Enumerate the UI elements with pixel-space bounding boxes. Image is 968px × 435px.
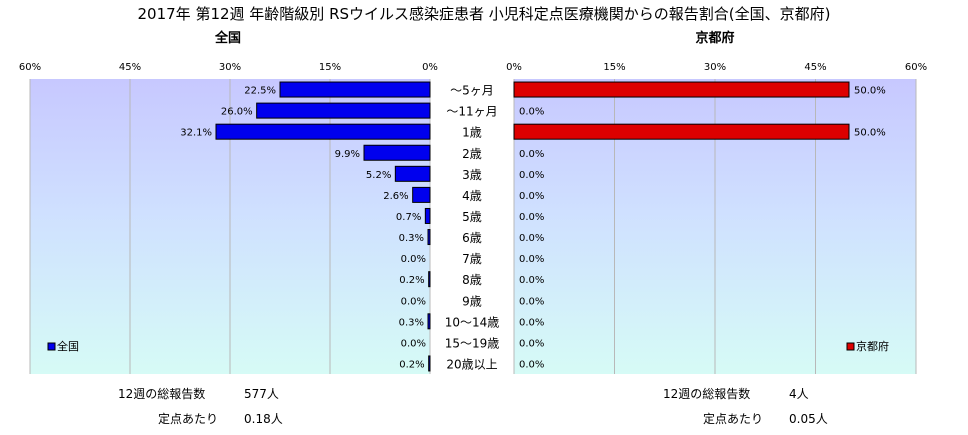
kyoto-data-label: 0.0% xyxy=(519,296,544,307)
kyoto-tick-label: 30% xyxy=(704,62,726,73)
national-data-label: 0.0% xyxy=(401,338,426,349)
national-tick-label: 60% xyxy=(19,62,41,73)
kyoto-data-label: 0.0% xyxy=(519,212,544,223)
category-label: 1歳 xyxy=(462,126,482,140)
national-data-label: 0.3% xyxy=(399,233,424,244)
national-subtitle: 全国 xyxy=(214,30,241,46)
category-label: 4歳 xyxy=(462,189,482,203)
kyoto-legend-swatch xyxy=(846,342,855,351)
national-data-label: 0.2% xyxy=(399,275,424,286)
national-bar xyxy=(215,123,431,140)
category-label: 20歳以上 xyxy=(446,357,497,371)
national-bar xyxy=(427,229,431,246)
national-bar xyxy=(428,355,431,372)
national-tick-label: 15% xyxy=(319,62,341,73)
national-data-label: 0.7% xyxy=(396,212,421,223)
kyoto-data-label: 0.0% xyxy=(519,149,544,160)
category-label: 2歳 xyxy=(462,147,482,161)
national-total-label: 12週の総報告数 xyxy=(118,387,206,401)
kyoto-data-label: 0.0% xyxy=(519,170,544,181)
chart-title: 2017年 第12週 年齢階級別 RSウイルス感染症患者 小児科定点医療機関から… xyxy=(138,5,831,23)
category-label: 6歳 xyxy=(462,231,482,245)
kyoto-data-label: 0.0% xyxy=(519,359,544,370)
kyoto-total-label: 12週の総報告数 xyxy=(663,387,751,401)
kyoto-bar xyxy=(513,81,850,98)
national-bar xyxy=(256,102,431,119)
kyoto-subtitle: 京都府 xyxy=(695,30,734,46)
kyoto-data-label: 0.0% xyxy=(519,254,544,265)
category-label: 10～14歳 xyxy=(445,315,500,329)
kyoto-tick-label: 0% xyxy=(506,62,522,73)
category-label: ～11ヶ月 xyxy=(446,105,497,119)
national-bar xyxy=(424,207,431,224)
kyoto-legend-label: 京都府 xyxy=(856,339,889,353)
national-bar xyxy=(394,165,431,182)
category-label: 8歳 xyxy=(462,273,482,287)
national-data-label: 26.0% xyxy=(221,107,253,118)
national-bar xyxy=(428,271,431,288)
national-data-label: 22.5% xyxy=(244,86,276,97)
national-data-label: 0.0% xyxy=(401,254,426,265)
kyoto-data-label: 0.0% xyxy=(519,338,544,349)
national-bar xyxy=(427,313,431,330)
national-bar xyxy=(279,81,431,98)
kyoto-data-label: 0.0% xyxy=(519,233,544,244)
national-tick-label: 45% xyxy=(119,62,141,73)
national-data-label: 0.0% xyxy=(401,296,426,307)
national-bar xyxy=(412,186,431,203)
kyoto-bar xyxy=(513,123,850,140)
national-legend-label: 全国 xyxy=(57,339,79,353)
national-per-label: 定点あたり xyxy=(158,412,219,426)
kyoto-data-label: 0.0% xyxy=(519,107,544,118)
kyoto-data-label: 0.0% xyxy=(519,275,544,286)
national-tick-label: 30% xyxy=(219,62,241,73)
national-data-label: 2.6% xyxy=(383,191,408,202)
kyoto-data-label: 0.0% xyxy=(519,191,544,202)
national-tick-label: 0% xyxy=(422,62,438,73)
kyoto-tick-label: 45% xyxy=(804,62,826,73)
national-data-label: 32.1% xyxy=(180,128,212,139)
national-total-value: 577人 xyxy=(244,387,279,401)
kyoto-data-label: 50.0% xyxy=(854,128,886,139)
kyoto-tick-label: 60% xyxy=(905,62,927,73)
category-label: 5歳 xyxy=(462,210,482,224)
kyoto-data-label: 0.0% xyxy=(519,317,544,328)
kyoto-total-value: 4人 xyxy=(789,387,809,401)
kyoto-tick-label: 15% xyxy=(603,62,625,73)
national-per-value: 0.18人 xyxy=(244,412,283,426)
national-data-label: 5.2% xyxy=(366,170,391,181)
category-label: 3歳 xyxy=(462,168,482,182)
national-bar xyxy=(363,144,431,161)
national-data-label: 9.9% xyxy=(335,149,360,160)
category-label: 15～19歳 xyxy=(445,336,500,350)
kyoto-per-value: 0.05人 xyxy=(789,412,828,426)
kyoto-per-label: 定点あたり xyxy=(703,412,764,426)
category-label: 7歳 xyxy=(462,252,482,266)
category-label: 9歳 xyxy=(462,294,482,308)
national-data-label: 0.3% xyxy=(399,317,424,328)
category-label: ～5ヶ月 xyxy=(450,84,494,98)
kyoto-data-label: 50.0% xyxy=(854,86,886,97)
national-data-label: 0.2% xyxy=(399,359,424,370)
national-legend-swatch xyxy=(47,342,56,351)
